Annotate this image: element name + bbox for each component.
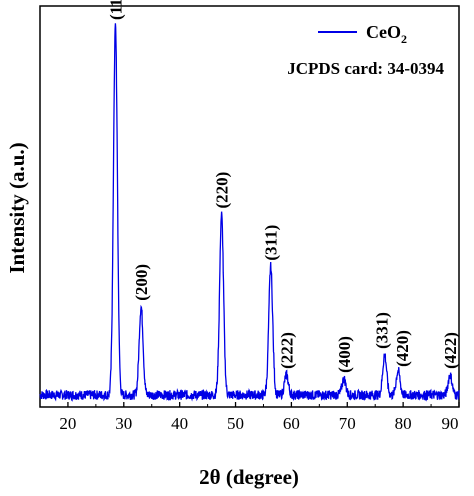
- peak-label: (220): [213, 172, 232, 209]
- x-tick-label: 90: [442, 414, 459, 433]
- peak-label: (111): [106, 0, 125, 20]
- peak-labels: (111) (200) (220) (311) (222) (400) (331) (420)…: [106, 0, 460, 373]
- y-axis-title: Intensity (a.u.): [5, 142, 29, 273]
- legend-label-subscript: 2: [401, 32, 407, 46]
- legend-label-ceo2: CeO2: [366, 22, 407, 46]
- x-tick-label: 20: [59, 414, 76, 433]
- x-tick-label: 30: [115, 414, 132, 433]
- x-axis-title: 2θ (degree): [199, 465, 299, 489]
- x-tick-label: 80: [395, 414, 412, 433]
- peak-label: (331): [373, 312, 392, 349]
- peak-label: (222): [277, 332, 296, 369]
- series-line-ceo2: [39, 23, 460, 403]
- plot-area: 20 30 40 50 60 70 80 90 (111) (200) (220) (311) (22…: [39, 0, 460, 433]
- x-tick-label: 50: [227, 414, 244, 433]
- plot-frame: [39, 5, 460, 408]
- peak-label: (311): [262, 225, 281, 261]
- legend-label-base: CeO: [366, 22, 401, 42]
- peak-label: (420): [393, 330, 412, 367]
- peak-label: (400): [335, 336, 354, 373]
- peak-label: (422): [441, 332, 460, 369]
- peak-label: (200): [132, 264, 151, 301]
- legend: CeO2: [318, 22, 407, 46]
- x-tick-label: 40: [171, 414, 188, 433]
- x-tick-label: 70: [339, 414, 356, 433]
- jcpds-card-annotation: JCPDS card: 34-0394: [287, 59, 444, 78]
- x-axis-ticks: 20 30 40 50 60 70 80 90: [39, 402, 460, 433]
- x-tick-label: 60: [283, 414, 300, 433]
